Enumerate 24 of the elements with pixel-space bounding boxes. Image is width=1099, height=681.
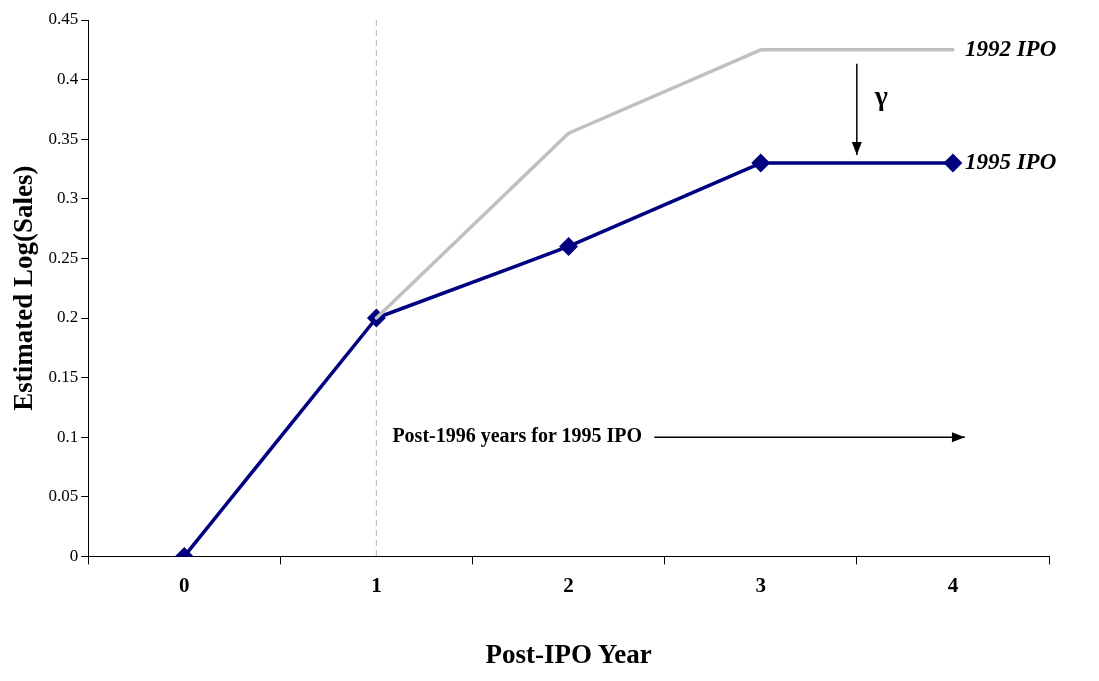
y-tick-label: 0.15 [48,367,79,387]
x-axis-title: Post-IPO Year [485,638,652,669]
x-tick-label: 4 [947,573,959,598]
series-label: 1995 IPO [964,148,1057,174]
y-tick-label: 0.1 [56,426,79,446]
y-tick-label: 0.45 [48,9,79,29]
point [944,154,962,172]
y-tick-label: 0.2 [56,307,79,327]
x-tick-label: 3 [755,573,766,598]
y-tick-label: 0.05 [48,486,79,506]
y-tick-label: 0.35 [48,128,79,148]
point [559,237,578,256]
x-tick-label: 1 [371,573,382,598]
x-tick-label: 0 [178,573,190,598]
series-label: 1992 IPO [964,35,1057,61]
y-tick-label: 0.4 [56,69,79,89]
x-tick-label: 2 [563,573,574,598]
annotation: γ [873,79,888,111]
y-axis-title: Estimated Log(Sales) [8,165,39,411]
y-tick-label: 0.25 [48,247,79,267]
point [752,154,770,172]
annotation: Post-1996 years for 1995 IPO [392,424,642,448]
y-tick-label: 0.3 [56,188,79,208]
y-tick-label: 0 [69,545,79,565]
